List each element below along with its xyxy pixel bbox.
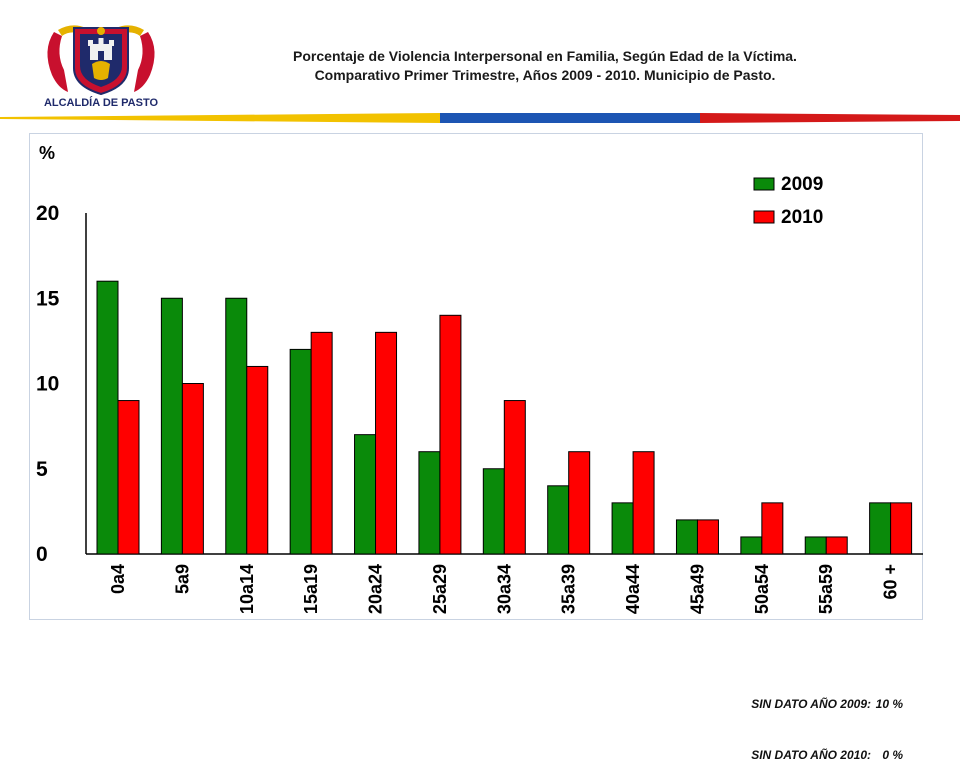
coat-of-arms-icon: ALCALDÍA DE PASTO — [44, 25, 159, 109]
bar-2009-5a9 — [160, 297, 183, 555]
page-title: Porcentaje de Violencia Interpersonal en… — [185, 47, 905, 85]
legend-label-2010: 2010 — [781, 207, 823, 228]
footnote-2009: SIN DATO AÑO 2009: 10 % — [751, 696, 903, 713]
x-tick-label: 40a44 — [623, 564, 643, 614]
x-tick-label: 10a14 — [237, 564, 257, 614]
footnote-label: SIN DATO AÑO 2009: — [751, 697, 871, 711]
y-tick-label: 10 — [36, 373, 59, 396]
footnote-value: 10 % — [875, 697, 903, 711]
bar-2010-20a24 — [375, 331, 398, 555]
bar-2010-40a44 — [632, 451, 655, 555]
bar-2010-15a19 — [310, 331, 333, 555]
alcaldia-logo: ALCALDÍA DE PASTO — [34, 20, 169, 110]
bar-2010-5a9 — [181, 383, 204, 555]
bar-2009-25a29 — [418, 451, 441, 555]
bar-2010-25a29 — [439, 314, 462, 555]
y-axis-label: % — [39, 143, 55, 163]
legend-swatch-2010 — [753, 210, 775, 224]
bar-2010-35a39 — [568, 451, 591, 555]
x-tick-label: 5a9 — [172, 564, 192, 594]
bar-2009-60+ — [869, 502, 892, 555]
bar-2009-35a39 — [547, 485, 570, 555]
x-tick-label: 25a29 — [430, 564, 450, 614]
bar-2010-45a49 — [696, 519, 719, 555]
bar-2010-0a4 — [117, 400, 140, 555]
svg-text:ALCALDÍA DE PASTO: ALCALDÍA DE PASTO — [44, 96, 159, 109]
bar-2009-10a14 — [225, 297, 248, 555]
bar-2009-50a54 — [740, 536, 763, 555]
bar-2009-20a24 — [354, 434, 377, 555]
x-tick-label: 55a59 — [816, 564, 836, 614]
header-color-band — [0, 113, 960, 123]
legend-label-2009: 2009 — [781, 174, 823, 195]
bar-2010-55a59 — [825, 536, 848, 555]
missing-data-notes: SIN DATO AÑO 2009: 10 % SIN DATO AÑO 2010… — [751, 662, 903, 781]
x-tick-label: 50a54 — [752, 564, 772, 614]
title-line-1: Porcentaje de Violencia Interpersonal en… — [293, 48, 797, 64]
chart-frame: % 0 5 10 15 20 0a4 5a9 10a14 15a19 20a24 25a29 30a34… — [29, 133, 923, 620]
bar-2010-30a34 — [503, 400, 526, 555]
x-tick-label: 60 + — [881, 564, 901, 600]
x-tick-label: 35a39 — [559, 564, 579, 614]
x-tick-label: 15a19 — [301, 564, 321, 614]
bar-2009-0a4 — [96, 280, 119, 555]
y-tick-label: 5 — [36, 458, 48, 481]
bar-2009-55a59 — [804, 536, 827, 555]
bar-chart: % 0 5 10 15 20 0a4 5a9 10a14 15a19 20a24 25a29 30a34… — [36, 143, 923, 614]
bar-2009-30a34 — [482, 468, 505, 555]
y-tick-label: 15 — [36, 287, 60, 310]
bar-2010-10a14 — [246, 365, 269, 555]
x-tick-label: 20a24 — [366, 564, 386, 614]
footnote-value: 0 % — [882, 748, 903, 762]
x-tick-label: 0a4 — [108, 564, 128, 594]
footnote-2010: SIN DATO AÑO 2010: 0 % — [751, 747, 903, 764]
bar-2009-15a19 — [289, 348, 312, 555]
bar-2009-45a49 — [675, 519, 698, 555]
footnote-label: SIN DATO AÑO 2010: — [751, 748, 871, 762]
title-line-2: Comparativo Primer Trimestre, Años 2009 … — [314, 67, 776, 83]
bar-2010-60+ — [890, 502, 913, 555]
legend-swatch-2009 — [753, 177, 775, 191]
y-tick-label: 20 — [36, 202, 59, 225]
x-tick-label: 45a49 — [687, 564, 707, 614]
bar-2009-40a44 — [611, 502, 634, 555]
y-tick-label: 0 — [36, 543, 48, 566]
x-tick-label: 30a34 — [494, 564, 514, 614]
bar-2010-50a54 — [761, 502, 784, 555]
